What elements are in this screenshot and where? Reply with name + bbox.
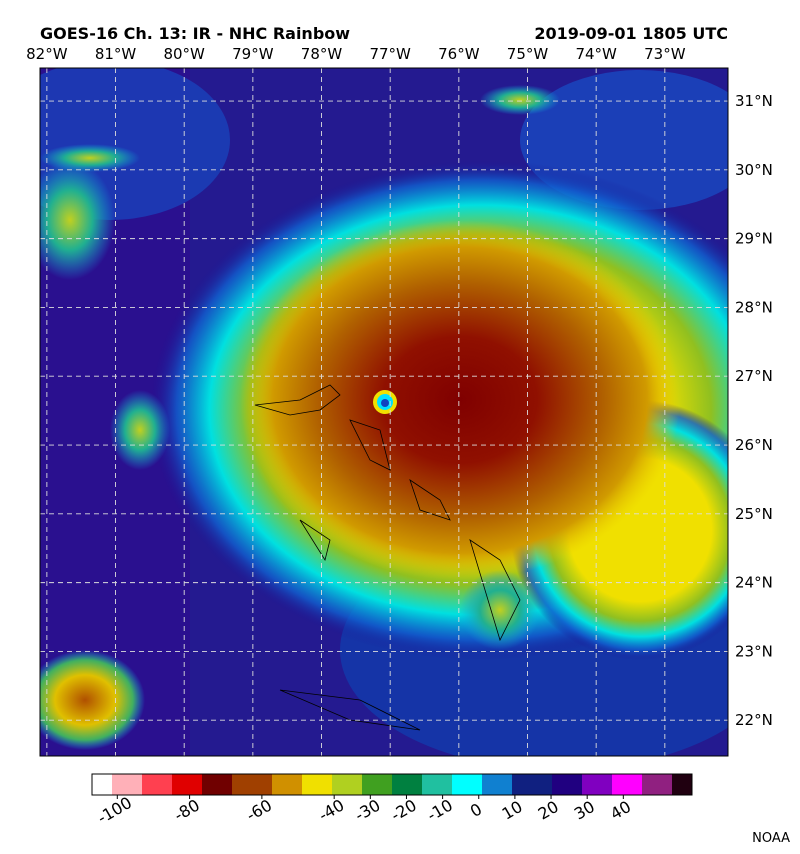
colorbar-tick-label: -20 — [388, 795, 420, 825]
colorbar-tick-label: -10 — [424, 795, 456, 825]
colorbar-segment — [352, 774, 363, 795]
lat-tick-label: 22°N — [735, 711, 773, 729]
colorbar-segment — [362, 774, 373, 795]
colorbar-segment — [512, 774, 523, 795]
lon-tick-label: 76°W — [438, 45, 480, 63]
colorbar-tick-label: 0 — [467, 799, 485, 821]
colorbar-segment — [442, 774, 453, 795]
lat-tick-label: 31°N — [735, 92, 773, 110]
colorbar-segment — [482, 774, 493, 795]
colorbar-tick-label: -40 — [315, 795, 347, 825]
colorbar-segment — [372, 774, 383, 795]
colorbar-segment — [472, 774, 483, 795]
colorbar-segment — [502, 774, 513, 795]
credit: NOAA — [752, 831, 790, 846]
colorbar-tick-label: 20 — [535, 797, 562, 824]
colorbar-segment — [392, 774, 403, 795]
colorbar-segment — [532, 774, 543, 795]
map-frame — [39, 67, 729, 757]
colorbar-frame — [91, 773, 693, 796]
colorbar-segment — [212, 774, 223, 795]
colorbar-segment — [592, 774, 603, 795]
colorbar-segment — [412, 774, 423, 795]
colorbar-segment — [642, 774, 653, 795]
lon-tick-label: 80°W — [163, 45, 205, 63]
lat-tick-label: 28°N — [735, 298, 773, 316]
colorbar-segment — [312, 774, 323, 795]
colorbar-segment — [332, 774, 343, 795]
lon-tick-label: 75°W — [507, 45, 549, 63]
colorbar-segment — [572, 774, 583, 795]
colorbar-segment — [422, 774, 433, 795]
colorbar-segment — [142, 774, 153, 795]
timestamp: 2019-09-01 1805 UTC — [534, 24, 728, 43]
colorbar-segment — [192, 774, 203, 795]
colorbar-segment — [122, 774, 133, 795]
colorbar-segment — [382, 774, 393, 795]
colorbar-tick-label: 30 — [571, 797, 598, 824]
colorbar-segment — [132, 774, 143, 795]
satellite-image — [40, 68, 728, 756]
lon-tick-label: 78°W — [301, 45, 343, 63]
lat-tick-label: 27°N — [735, 367, 773, 385]
colorbar-segment — [632, 774, 643, 795]
colorbar-tick-label: -100 — [94, 793, 135, 828]
colorbar-segment — [282, 774, 293, 795]
colorbar-segment — [542, 774, 553, 795]
colorbar-tick-label: -60 — [243, 795, 275, 825]
colorbar-segment — [662, 774, 673, 795]
colorbar-segment — [682, 774, 693, 795]
lon-tick-label: 79°W — [232, 45, 274, 63]
colorbar-segment — [152, 774, 163, 795]
colorbar-segment — [272, 774, 283, 795]
lat-tick-label: 29°N — [735, 230, 773, 248]
colorbar-segment — [262, 774, 273, 795]
lat-tick-label: 26°N — [735, 436, 773, 454]
colorbar-segment — [252, 774, 263, 795]
colorbar-segment — [522, 774, 533, 795]
colorbar-tick-label: 10 — [499, 797, 526, 824]
colorbar-segment — [562, 774, 573, 795]
colorbar-tick-label: 40 — [607, 797, 634, 824]
colorbar-segment — [92, 774, 103, 795]
colorbar-segment — [112, 774, 123, 795]
title: GOES-16 Ch. 13: IR - NHC Rainbow — [40, 24, 350, 43]
colorbar-segment — [622, 774, 633, 795]
colorbar-segment — [202, 774, 213, 795]
colorbar-segment — [322, 774, 333, 795]
lat-tick-label: 30°N — [735, 161, 773, 179]
colorbar-segment — [452, 774, 463, 795]
colorbar-segment — [652, 774, 663, 795]
colorbar-segment — [602, 774, 613, 795]
colorbar-segment — [242, 774, 253, 795]
lon-tick-label: 73°W — [644, 45, 686, 63]
colorbar-segment — [612, 774, 623, 795]
colorbar-tick-label: -30 — [351, 795, 383, 825]
colorbar-segment — [582, 774, 593, 795]
colorbar-segment — [182, 774, 193, 795]
colorbar-segment — [232, 774, 243, 795]
lat-tick-label: 25°N — [735, 505, 773, 523]
colorbar-segment — [292, 774, 303, 795]
lon-tick-label: 77°W — [369, 45, 411, 63]
colorbar-segment — [672, 774, 683, 795]
colorbar-segment — [162, 774, 173, 795]
colorbar-segment — [432, 774, 443, 795]
colorbar-segment — [342, 774, 353, 795]
lon-tick-label: 81°W — [95, 45, 137, 63]
colorbar-tick-label: -80 — [171, 795, 203, 825]
colorbar-segment — [172, 774, 183, 795]
lon-tick-label: 82°W — [26, 45, 68, 63]
colorbar-segment — [302, 774, 313, 795]
colorbar-segment — [462, 774, 473, 795]
colorbar-segment — [552, 774, 563, 795]
colorbar-segment — [222, 774, 233, 795]
colorbar-segment — [402, 774, 413, 795]
lon-tick-label: 74°W — [575, 45, 617, 63]
lat-tick-label: 23°N — [735, 642, 773, 660]
lat-tick-label: 24°N — [735, 574, 773, 592]
colorbar-segment — [492, 774, 503, 795]
colorbar-segment — [102, 774, 113, 795]
